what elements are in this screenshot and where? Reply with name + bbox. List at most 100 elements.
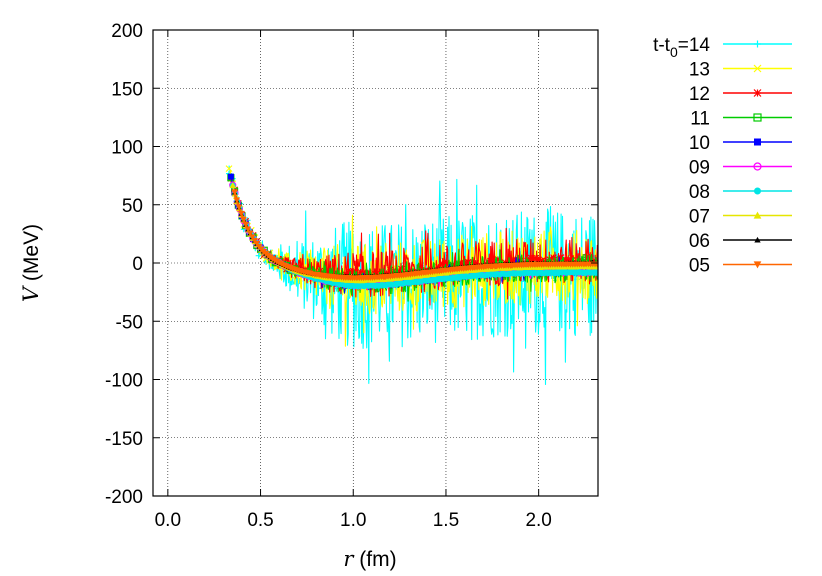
marker: [509, 256, 517, 264]
legend-item: 08: [689, 182, 792, 203]
marker: [535, 256, 543, 264]
marker: [372, 270, 379, 278]
marker: [457, 260, 465, 267]
marker: [753, 89, 762, 97]
legend-label: 05: [689, 256, 710, 277]
legend-item: 06: [689, 231, 792, 252]
legend-item: 11: [690, 109, 792, 130]
y-tick-label: 50: [122, 196, 143, 217]
marker: [244, 226, 252, 233]
legend-label-main: 13: [689, 60, 710, 81]
legend-item: t-t0=14: [653, 35, 792, 60]
legend-item: 05: [689, 256, 792, 277]
marker: [753, 113, 762, 122]
legend-item: 09: [689, 158, 792, 179]
marker: [594, 269, 598, 276]
series-line: [228, 169, 598, 347]
x-axis-unit: (fm): [353, 548, 396, 571]
y-tick-label: -100: [105, 371, 143, 392]
y-tick-label: 150: [111, 79, 143, 100]
legend-label-main: 08: [689, 182, 710, 203]
legend-label-main: t-t: [653, 35, 671, 56]
marker: [233, 197, 241, 204]
legend-label-main: 07: [689, 207, 710, 228]
legend-label: 12: [689, 84, 710, 105]
legend-label-main: 10: [689, 133, 710, 154]
marker: [416, 264, 424, 272]
marker: [435, 263, 442, 271]
legend-label-main: 05: [689, 256, 710, 277]
marker: [349, 267, 357, 275]
y-axis-unit: (MeV): [20, 224, 43, 287]
y-axis-symbol: V: [19, 285, 43, 302]
marker: [490, 259, 498, 267]
marker: [364, 269, 372, 277]
marker: [346, 268, 353, 276]
marker: [464, 258, 472, 266]
marker: [583, 253, 591, 261]
marker: [427, 265, 435, 273]
marker: [516, 257, 524, 265]
legend-label: 07: [689, 207, 710, 228]
legend-label: t-t0=14: [653, 35, 710, 60]
y-tick-label: 100: [111, 138, 143, 159]
marker: [753, 64, 762, 73]
y-tick-label: -50: [116, 312, 143, 333]
marker: [754, 138, 761, 146]
legend-label-main: 11: [690, 109, 710, 130]
x-tick-label: 0.5: [247, 510, 273, 531]
marker: [237, 210, 245, 217]
legend-label: 10: [689, 133, 710, 154]
marker: [240, 216, 247, 223]
marker: [564, 256, 572, 264]
legend-label: 11: [690, 109, 710, 130]
marker: [249, 234, 256, 241]
legend-label-main: 09: [689, 158, 710, 179]
y-tick-label: -150: [105, 429, 143, 450]
legend-item: 12: [689, 84, 792, 105]
marker: [242, 221, 250, 228]
marker: [561, 256, 569, 264]
y-axis-label: V (MeV): [19, 224, 43, 302]
marker: [227, 173, 234, 180]
marker: [494, 256, 502, 263]
x-tick-label: 1.0: [340, 510, 366, 531]
y-tick-label: 200: [111, 21, 143, 42]
x-tick-label: 2.0: [525, 510, 551, 531]
marker: [754, 236, 761, 243]
marker: [442, 260, 450, 268]
marker: [550, 254, 557, 262]
marker: [527, 254, 535, 262]
marker: [472, 259, 480, 267]
marker: [229, 182, 237, 189]
ticks: [153, 29, 598, 497]
x-tick-labels: 0.0 0.5 1.0 1.5 2.0: [155, 510, 552, 531]
marker: [753, 162, 762, 171]
x-tick-label: 0.0: [155, 510, 181, 531]
legend-item: 13: [689, 60, 792, 81]
marker: [753, 261, 762, 269]
marker: [754, 40, 761, 48]
marker: [383, 269, 391, 277]
legend-item: 10: [689, 133, 792, 154]
x-axis-symbol: r: [343, 547, 355, 571]
marker: [557, 254, 565, 261]
marker: [386, 266, 394, 274]
marker: [357, 268, 365, 276]
legend-label-main: 12: [689, 84, 710, 105]
plot-series: [225, 165, 598, 386]
legend-label: 08: [689, 182, 710, 203]
marker: [538, 257, 546, 265]
legend-label-sub: 0: [670, 44, 678, 60]
legend-label: 13: [689, 60, 710, 81]
legend-label-tail: =14: [678, 35, 711, 56]
x-tick-label: 1.5: [433, 510, 459, 531]
legend-label: 09: [689, 158, 710, 179]
marker: [225, 165, 233, 173]
y-tick-labels: 200 150 100 50 0 -50 -100 -150 -200: [105, 21, 143, 508]
marker: [438, 260, 446, 268]
legend-label: 06: [689, 231, 710, 252]
legend-label-main: 06: [689, 231, 710, 252]
